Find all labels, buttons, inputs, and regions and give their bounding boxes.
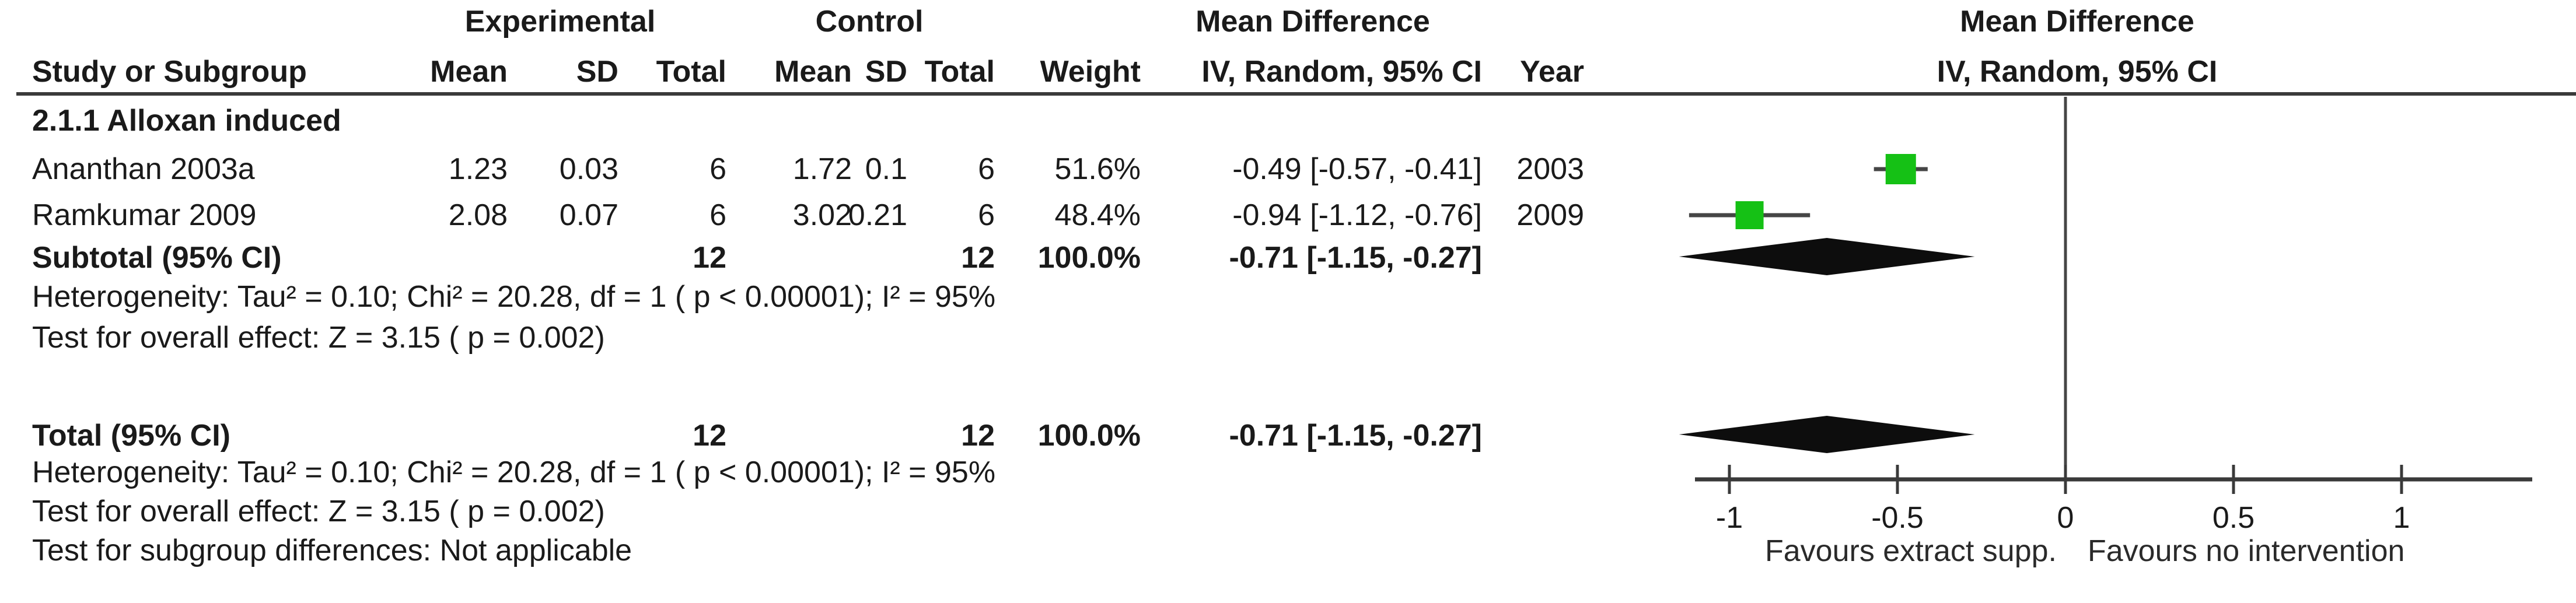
mean-difference-header-right: Mean Difference [1960, 5, 2194, 38]
total-experimental: 6 [709, 198, 726, 232]
group-header-row: Experimental Control Mean Difference Mea… [0, 1, 2576, 42]
column-header-row: Study or Subgroup Mean SD Total Mean SD … [0, 51, 2576, 92]
total-row: Total (95% CI) 12 12 100.0% -0.71 [-1.15… [0, 415, 2576, 456]
sd-experimental: 0.07 [559, 198, 618, 232]
mean-difference-header-left: Mean Difference [1196, 5, 1430, 38]
column-total-control: Total [924, 55, 995, 89]
sd-experimental: 0.03 [559, 152, 618, 186]
total-total-experimental: 12 [693, 419, 726, 453]
subgroup-heading-row: 2.1.1 Alloxan induced [0, 100, 2576, 141]
column-ci-right: IV, Random, 95% CI [1937, 55, 2218, 89]
column-mean-experimental: Mean [430, 55, 508, 89]
heterogeneity-text: Heterogeneity: Tau² = 0.10; Chi² = 20.28… [32, 280, 996, 314]
study-row-ananthan: Ananthan 2003a 1.23 0.03 6 1.72 0.1 6 51… [0, 149, 2576, 190]
column-ci-left: IV, Random, 95% CI [1201, 55, 1482, 89]
total-control: 6 [978, 152, 995, 186]
column-mean-control: Mean [774, 55, 852, 89]
column-year: Year [1520, 55, 1584, 89]
study-row-ramkumar: Ramkumar 2009 2.08 0.07 6 3.02 0.21 6 48… [0, 195, 2576, 236]
subgroup-heterogeneity-row: Heterogeneity: Tau² = 0.10; Chi² = 20.28… [0, 276, 2576, 317]
weight-value: 48.4% [1054, 198, 1141, 232]
mean-experimental: 2.08 [448, 198, 508, 232]
subtotal-weight: 100.0% [1037, 241, 1141, 275]
total-ci: -0.71 [-1.15, -0.27] [1229, 419, 1482, 453]
subtotal-total-experimental: 12 [693, 241, 726, 275]
subtotal-total-control: 12 [961, 241, 995, 275]
ci-value: -0.94 [-1.12, -0.76] [1232, 198, 1482, 232]
heterogeneity-text: Heterogeneity: Tau² = 0.10; Chi² = 20.28… [32, 455, 996, 489]
column-weight: Weight [1040, 55, 1141, 89]
column-sd-experimental: SD [576, 55, 618, 89]
subtotal-ci: -0.71 [-1.15, -0.27] [1229, 241, 1482, 275]
column-study: Study or Subgroup [32, 55, 307, 89]
mean-control: 3.02 [792, 198, 852, 232]
total-label: Total (95% CI) [32, 419, 230, 453]
sd-control: 0.1 [865, 152, 907, 186]
ci-value: -0.49 [-0.57, -0.41] [1232, 152, 1482, 186]
effect-test-text: Test for overall effect: Z = 3.15 ( p = … [32, 321, 605, 355]
subgroup-label: 2.1.1 Alloxan induced [32, 104, 341, 138]
total-experimental: 6 [709, 152, 726, 186]
total-effect-test-row: Test for overall effect: Z = 3.15 ( p = … [0, 491, 2576, 532]
experimental-group-header: Experimental [464, 5, 656, 38]
column-sd-control: SD [865, 55, 907, 89]
sd-control: 0.21 [848, 198, 907, 232]
total-weight: 100.0% [1037, 419, 1141, 453]
total-heterogeneity-row: Heterogeneity: Tau² = 0.10; Chi² = 20.28… [0, 452, 2576, 493]
header-divider [16, 92, 2576, 96]
study-name: Ananthan 2003a [32, 152, 255, 186]
subgroup-difference-text: Test for subgroup differences: Not appli… [32, 534, 632, 567]
subgroup-effect-test-row: Test for overall effect: Z = 3.15 ( p = … [0, 317, 2576, 358]
subgroup-difference-row: Test for subgroup differences: Not appli… [0, 530, 2576, 571]
year-value: 2003 [1516, 152, 1584, 186]
subtotal-row: Subtotal (95% CI) 12 12 100.0% -0.71 [-1… [0, 237, 2576, 278]
year-value: 2009 [1516, 198, 1584, 232]
column-total-experimental: Total [656, 55, 726, 89]
mean-control: 1.72 [792, 152, 852, 186]
total-total-control: 12 [961, 419, 995, 453]
weight-value: 51.6% [1054, 152, 1141, 186]
total-control: 6 [978, 198, 995, 232]
control-group-header: Control [815, 5, 924, 38]
mean-experimental: 1.23 [448, 152, 508, 186]
subtotal-label: Subtotal (95% CI) [32, 241, 282, 275]
study-name: Ramkumar 2009 [32, 198, 257, 232]
effect-test-text: Test for overall effect: Z = 3.15 ( p = … [32, 495, 605, 528]
